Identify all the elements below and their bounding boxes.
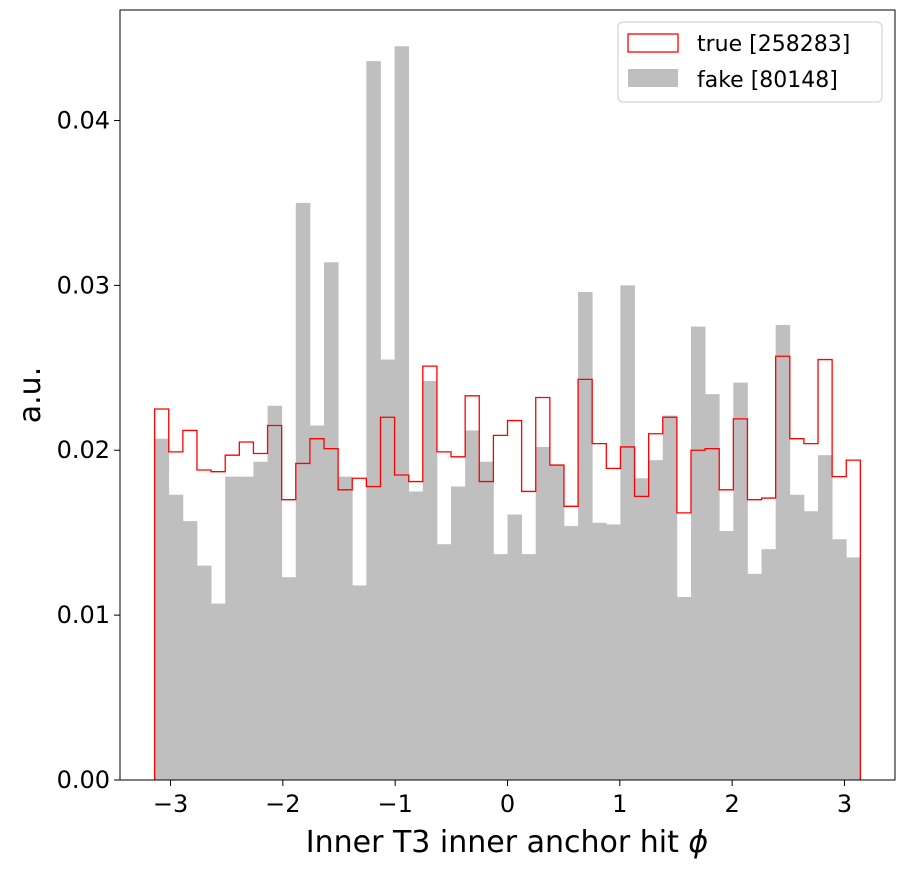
fake-bar [436, 544, 452, 780]
fake-bar [281, 577, 297, 780]
fake-bar [479, 461, 494, 780]
fake-bar [648, 460, 664, 780]
x-axis: −3 −2 −1 0 1 2 3 [153, 780, 852, 818]
fake-bar [775, 324, 791, 780]
x-tick-label: −3 [153, 790, 188, 818]
fake-bar [253, 461, 268, 780]
true-series-step-line [153, 355, 862, 780]
fake-bar [324, 262, 339, 780]
fake-bar [578, 291, 593, 780]
fake-bar [690, 326, 706, 780]
y-tick-label: 0.01 [57, 601, 110, 629]
fake-bar [366, 61, 381, 781]
fake-bar [733, 382, 748, 780]
legend-swatch-true [627, 33, 679, 53]
fake-bar [309, 425, 325, 780]
fake-series-bars [154, 46, 861, 781]
fake-bar [620, 285, 635, 780]
x-tick-label: −2 [265, 790, 300, 818]
fake-bar [606, 524, 621, 780]
y-tick-label: 0.03 [57, 271, 110, 299]
fake-bar [465, 430, 480, 780]
fake-bar [239, 476, 254, 780]
fake-bar [394, 46, 410, 780]
fake-bar [521, 554, 537, 780]
y-axis: 0.00 0.01 0.02 0.03 0.04 [57, 106, 120, 794]
fake-bar [168, 494, 184, 780]
fake-bar [789, 494, 805, 780]
y-tick-label: 0.00 [57, 766, 110, 794]
fake-bar [182, 521, 198, 780]
legend-swatch-fake [628, 69, 678, 87]
fake-bar [662, 415, 678, 780]
fake-bar [352, 585, 367, 780]
fake-bar [267, 405, 283, 780]
x-tick-label: 3 [837, 790, 852, 818]
legend-box [617, 21, 883, 103]
fake-bar [634, 478, 650, 780]
fake-bar [451, 486, 466, 780]
fake-bar [563, 526, 579, 780]
legend-label-fake: fake [80148] [697, 68, 838, 93]
fake-bar [338, 476, 353, 780]
fake-bar [818, 455, 833, 780]
fake-bar [295, 202, 311, 780]
fake-bar [196, 565, 212, 780]
fake-bar [747, 573, 762, 780]
fake-bar [380, 359, 395, 780]
fake-bar [507, 514, 523, 780]
fake-bar [832, 539, 847, 780]
fake-bar [535, 446, 551, 780]
y-tick-label: 0.04 [57, 106, 110, 134]
fake-bar [761, 549, 777, 780]
legend-label-true: true [258283] [697, 32, 850, 57]
x-tick-label: 0 [500, 790, 515, 818]
fake-bar [211, 603, 226, 780]
fake-bar [408, 491, 424, 780]
fake-bar [719, 531, 734, 780]
x-tick-label: −1 [377, 790, 412, 818]
x-axis-label: Inner T3 inner anchor hit ϕ [306, 825, 708, 860]
fake-bar [592, 522, 607, 780]
fake-bar [225, 476, 240, 780]
fake-bar [549, 465, 565, 780]
fake-bar [422, 380, 438, 780]
x-tick-label: 1 [612, 790, 627, 818]
legend: true [258283] fake [80148] [617, 21, 883, 103]
y-axis-label: a.u. [13, 367, 48, 423]
fake-bar [154, 438, 170, 780]
fake-bar [705, 394, 720, 780]
y-tick-label: 0.02 [57, 436, 110, 464]
x-tick-label: 2 [724, 790, 739, 818]
fake-bar [676, 596, 692, 780]
fake-bar [803, 511, 819, 780]
fake-bar [493, 554, 508, 780]
fake-bar [846, 557, 861, 780]
